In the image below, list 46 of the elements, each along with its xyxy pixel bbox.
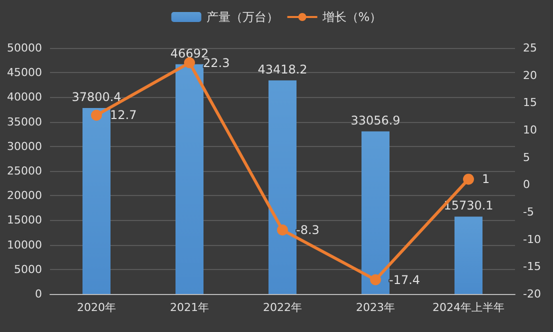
data-label: -17.4: [389, 272, 420, 287]
y-tick-label: 15000: [7, 214, 42, 227]
data-label: -8.3: [296, 223, 320, 238]
y-tick-label: 5000: [14, 262, 42, 276]
y-tick-label: 25000: [7, 164, 42, 178]
x-tick-label: 2021年: [170, 301, 209, 314]
bar: [176, 64, 204, 294]
y-tick-label: 10000: [7, 238, 42, 252]
data-label: 12.7: [110, 108, 137, 122]
y2-tick-label: 25: [523, 42, 537, 54]
bar: [362, 131, 390, 294]
data-label: 37800.4: [72, 90, 122, 104]
y-tick-label: 35000: [7, 115, 42, 128]
bar: [454, 216, 482, 294]
bar: [82, 108, 110, 294]
point: [277, 224, 288, 236]
x-tick-label: 2022年: [263, 301, 302, 314]
y2-tick-label: 0: [523, 178, 530, 192]
x-tick-label: 2023年: [356, 301, 395, 314]
point: [370, 274, 381, 286]
y-tick-label: 50000: [7, 42, 42, 54]
point: [184, 57, 195, 68]
x-tick-label: 2020年: [77, 301, 116, 314]
y2-tick-label: 15: [523, 96, 537, 110]
y2-tick-label: -10: [523, 232, 541, 246]
y-tick-label: 45000: [7, 66, 42, 80]
y-tick-label: 40000: [7, 90, 42, 104]
data-label: 43418.2: [258, 62, 308, 76]
y2-tick-label: 10: [523, 124, 537, 136]
y2-tick-label: -15: [523, 260, 541, 274]
legend-label: 产量（万台）: [206, 10, 278, 24]
y-tick-label: 30000: [7, 140, 42, 153]
legend-label: 增长（%）: [321, 10, 382, 24]
point: [463, 174, 474, 185]
y2-tick-label: 5: [523, 150, 530, 164]
data-label: 1: [482, 172, 490, 186]
y-tick-label: 0: [35, 288, 42, 300]
x-tick-label: 2024年上半年: [432, 301, 504, 314]
data-label: 15730.1: [444, 198, 494, 213]
y2-tick-label: 20: [523, 68, 537, 82]
point: [91, 110, 102, 121]
y-tick-label: 20000: [7, 189, 42, 202]
y2-tick-label: -20: [523, 288, 541, 300]
data-label: 33056.9: [350, 113, 400, 128]
bar: [268, 80, 296, 294]
y2-tick-label: -5: [523, 206, 534, 218]
